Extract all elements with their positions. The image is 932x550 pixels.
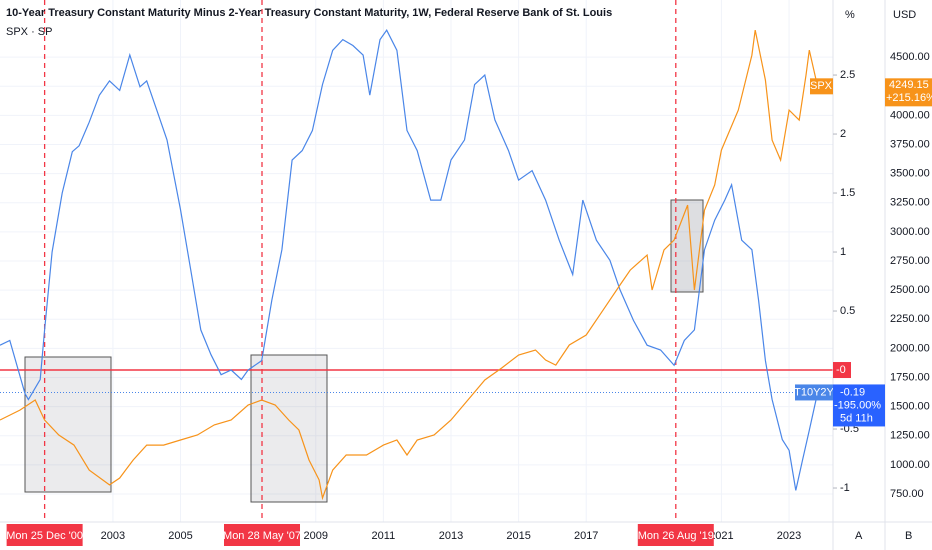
x-tick-label: 2021 xyxy=(709,530,733,542)
change-label: +215.16% xyxy=(886,92,932,104)
y2-tick-label: 2500.00 xyxy=(890,284,930,296)
y2-tick-label: 1750.00 xyxy=(890,371,930,383)
x-tick-label: 2023 xyxy=(777,530,801,542)
highlight-box xyxy=(250,354,328,503)
series-line xyxy=(0,29,821,501)
series-tag-label: SPX xyxy=(810,80,833,92)
price-label: -0.19 xyxy=(840,386,865,398)
x-tick-label: 2015 xyxy=(506,530,530,542)
y-tick-label: 0.5 xyxy=(840,305,855,317)
y-tick-label: 2 xyxy=(840,128,846,140)
y2-tick-label: 1250.00 xyxy=(890,430,930,442)
y2-tick-label: 4500.00 xyxy=(890,51,930,63)
y-tick-label: 1.5 xyxy=(840,187,855,199)
chart-title: 10-Year Treasury Constant Maturity Minus… xyxy=(6,7,612,19)
price-tag xyxy=(833,384,885,427)
event-label: Mon 26 Aug '19 xyxy=(638,530,714,542)
plot xyxy=(0,0,833,522)
y-tick-label: 1 xyxy=(840,246,846,258)
event-label: Mon 28 May '07 xyxy=(223,530,301,542)
event-label: Mon 25 Dec '00 xyxy=(6,530,83,542)
highlight-box xyxy=(24,356,112,493)
x-tick-label: 2009 xyxy=(304,530,328,542)
y2-unit: USD xyxy=(893,9,916,21)
event-label-box xyxy=(224,524,301,546)
x-tick-label: 2017 xyxy=(574,530,598,542)
x-tick-label: 2003 xyxy=(101,530,125,542)
series-tag xyxy=(795,384,833,401)
y2-tick-label: 2250.00 xyxy=(890,313,930,325)
axes: 2003 2005 2009 2011 2013 2015 2017 2021 2023 -1 -0… xyxy=(6,51,932,546)
price-tag xyxy=(885,78,932,107)
event-label-box xyxy=(637,524,714,546)
hline-label: -0 xyxy=(836,364,846,376)
x-tick-label: 2005 xyxy=(168,530,192,542)
x-tick-label: 2011 xyxy=(372,530,396,542)
y2-tick-label: 3250.00 xyxy=(890,197,930,209)
hline-tag xyxy=(833,362,851,379)
y2-tick-label: 3750.00 xyxy=(890,138,930,150)
change-label: -195.00% xyxy=(834,399,881,411)
y2-tick-label: 1500.00 xyxy=(890,401,930,413)
y-unit: % xyxy=(845,9,855,21)
legend-entry: SPX · SP xyxy=(6,26,52,38)
series-tag-label: T10Y2Y xyxy=(794,386,834,398)
event-label-box xyxy=(6,524,83,546)
series-line xyxy=(0,29,821,491)
y2-tick-label: 4000.00 xyxy=(890,109,930,121)
y2-tick-label: 2000.00 xyxy=(890,342,930,354)
y2-tick-label: 3000.00 xyxy=(890,226,930,238)
price-label: 4249.15 xyxy=(889,79,929,91)
control-button[interactable]: B xyxy=(905,530,912,542)
y2-tick-label: 1000.00 xyxy=(890,459,930,471)
x-tick-label: 2013 xyxy=(439,530,463,542)
series-tag xyxy=(810,78,833,95)
y2-tick-label: 2750.00 xyxy=(890,255,930,267)
y2-tick-label: 3500.00 xyxy=(890,168,930,180)
grid xyxy=(0,0,833,522)
countdown-label: 5d 11h xyxy=(840,412,873,424)
control-button[interactable]: A xyxy=(855,530,863,542)
y-tick-label: -1 xyxy=(840,482,850,494)
y-tick-label: 2.5 xyxy=(840,69,855,81)
y2-tick-label: 750.00 xyxy=(890,488,924,500)
